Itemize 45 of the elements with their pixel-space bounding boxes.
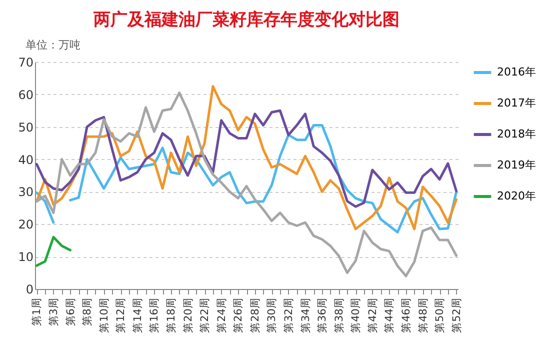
x-tick-label: 第1周 [31, 298, 44, 326]
x-tick-label: 第18周 [165, 298, 178, 333]
x-tick-label: 第30周 [266, 298, 278, 333]
x-tick-label: 第14周 [132, 298, 144, 333]
x-tick-label: 第44周 [384, 298, 396, 333]
legend-label: 2020年 [497, 190, 536, 202]
legend-label: 2018年 [497, 128, 536, 140]
y-axis-title: 单位：万吨 [26, 38, 80, 52]
legend-label: 2016年 [497, 66, 536, 78]
x-tick-label: 第8周 [82, 298, 94, 326]
x-tick-label: 第28周 [249, 298, 262, 333]
line-series [35, 92, 458, 278]
legend-label: 2019年 [497, 158, 536, 172]
x-tick-label: 第16周 [148, 298, 161, 333]
x-tick-label: 第32周 [282, 298, 295, 333]
legend-label: 2017年 [497, 96, 536, 110]
line-series [35, 109, 458, 208]
y-tick-label: 10 [18, 250, 34, 264]
x-tick-label: 第10周 [98, 298, 110, 333]
chart-title: 两广及福建油厂菜籽库存年度变化对比图 [92, 10, 400, 29]
x-tick-label: 第36周 [316, 298, 329, 333]
y-tick-label: 20 [18, 218, 34, 232]
y-tick-label: 40 [18, 152, 34, 167]
line-series [35, 236, 72, 267]
x-tick-label: 第38周 [333, 298, 346, 333]
x-tick-label: 第40周 [350, 298, 362, 333]
y-tick-label: 70 [18, 56, 34, 70]
y-tick-label: 0 [26, 282, 34, 296]
x-tick-label: 第12周 [115, 298, 128, 333]
x-tick-label: 第22周 [199, 298, 212, 333]
x-tick-label: 第34周 [300, 298, 312, 333]
y-tick-label: 50 [18, 120, 34, 134]
y-tick-label: 60 [18, 88, 34, 102]
x-tick-label: 第6周 [64, 298, 77, 326]
x-tick-label: 第48周 [417, 298, 430, 333]
x-tick-label: 第52周 [450, 298, 463, 333]
y-tick-label: 30 [18, 185, 34, 200]
x-tick-label: 第42周 [366, 298, 379, 333]
x-tick-label: 第20周 [182, 298, 194, 333]
x-tick-label: 第26周 [232, 298, 245, 333]
x-tick-label: 第50周 [434, 298, 446, 333]
x-tick-label: 第24周 [216, 298, 228, 333]
x-tick-label: 第46周 [400, 298, 412, 333]
x-tick-label: 第3周 [48, 298, 60, 326]
line-series [35, 85, 458, 230]
